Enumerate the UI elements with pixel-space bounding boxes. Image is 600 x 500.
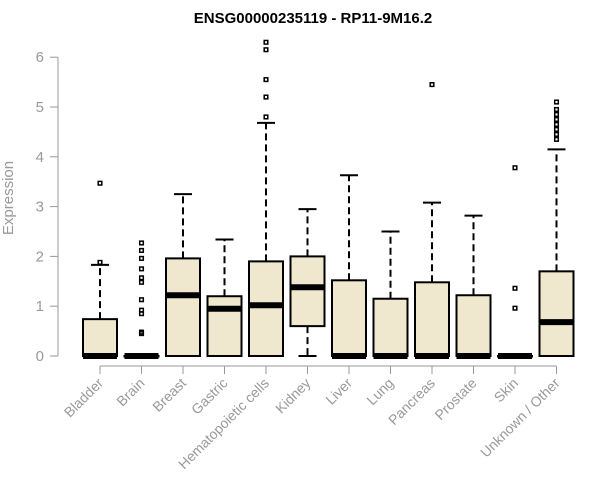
outlier-point: [263, 39, 269, 45]
outlier-point: [553, 131, 560, 137]
box-group: [372, 230, 409, 359]
x-tick-label: Liver: [322, 375, 355, 408]
box-iqr: [372, 297, 409, 358]
y-axis: 0 1 2 3 4 5 6: [36, 49, 59, 365]
outlier-point: [553, 136, 560, 142]
outlier-point: [138, 307, 145, 313]
box-group: [123, 240, 160, 359]
outlier-point: [138, 279, 145, 285]
y-tick-label: 4: [36, 149, 44, 166]
plot-area: [82, 39, 575, 359]
outlier-point: [138, 297, 145, 303]
outlier-point: [263, 47, 269, 53]
outlier-point: [553, 116, 560, 123]
box-iqr: [414, 281, 450, 357]
box-group: [331, 174, 367, 359]
box-group: [497, 165, 533, 359]
box-group: [289, 208, 326, 357]
box-group: [248, 39, 284, 358]
box-group: [165, 193, 201, 357]
box-iqr: [289, 255, 326, 328]
x-tick-label: Brain: [113, 375, 147, 409]
outlier-point: [138, 240, 145, 246]
box-iqr: [82, 318, 118, 358]
x-tick-label: Unknown / Other: [477, 375, 563, 461]
y-tick-label: 3: [36, 199, 44, 216]
y-axis-label: Expression: [0, 161, 17, 235]
box-group: [206, 238, 243, 357]
outlier-point: [263, 77, 269, 83]
box-iqr: [538, 270, 575, 357]
outlier-point: [138, 266, 145, 272]
y-tick-label: 1: [36, 298, 44, 315]
outlier-point: [553, 106, 560, 113]
outlier-point: [512, 165, 518, 171]
box-iqr: [331, 279, 367, 357]
outlier-point: [97, 180, 103, 186]
outlier-point: [512, 285, 518, 291]
x-tick-label: Kidney: [272, 375, 314, 417]
x-tick-label: Prostate: [431, 375, 479, 423]
box-group: [538, 99, 575, 357]
x-tick-label: Breast: [149, 375, 189, 415]
box-group: [82, 180, 118, 359]
y-tick-label: 6: [36, 49, 44, 66]
box-iqr: [165, 257, 201, 357]
outlier-point: [553, 99, 560, 105]
box-group: [455, 214, 492, 359]
outlier-point: [263, 94, 269, 100]
chart-title: ENSG00000235119 - RP11-9M16.2: [194, 10, 433, 27]
x-tick-label: Lung: [363, 375, 396, 408]
outlier-point: [138, 247, 145, 253]
outlier-point: [512, 305, 518, 311]
outlier-point: [97, 259, 103, 265]
box-group: [414, 82, 450, 359]
outlier-point: [429, 82, 435, 88]
outlier-point: [553, 126, 560, 132]
box-iqr: [206, 295, 243, 357]
box-iqr: [248, 260, 284, 358]
outlier-point: [138, 255, 145, 261]
y-tick-label: 5: [36, 99, 44, 116]
outlier-point: [263, 114, 269, 120]
outlier-point: [138, 275, 145, 281]
x-tick-label: Skin: [491, 375, 522, 406]
outlier-point: [138, 329, 145, 335]
box-iqr: [455, 294, 492, 357]
x-tick-label: Bladder: [61, 375, 107, 421]
outlier-point: [553, 111, 560, 118]
y-tick-label: 0: [36, 348, 44, 365]
outlier-point: [553, 121, 560, 127]
y-tick-label: 2: [36, 248, 44, 265]
